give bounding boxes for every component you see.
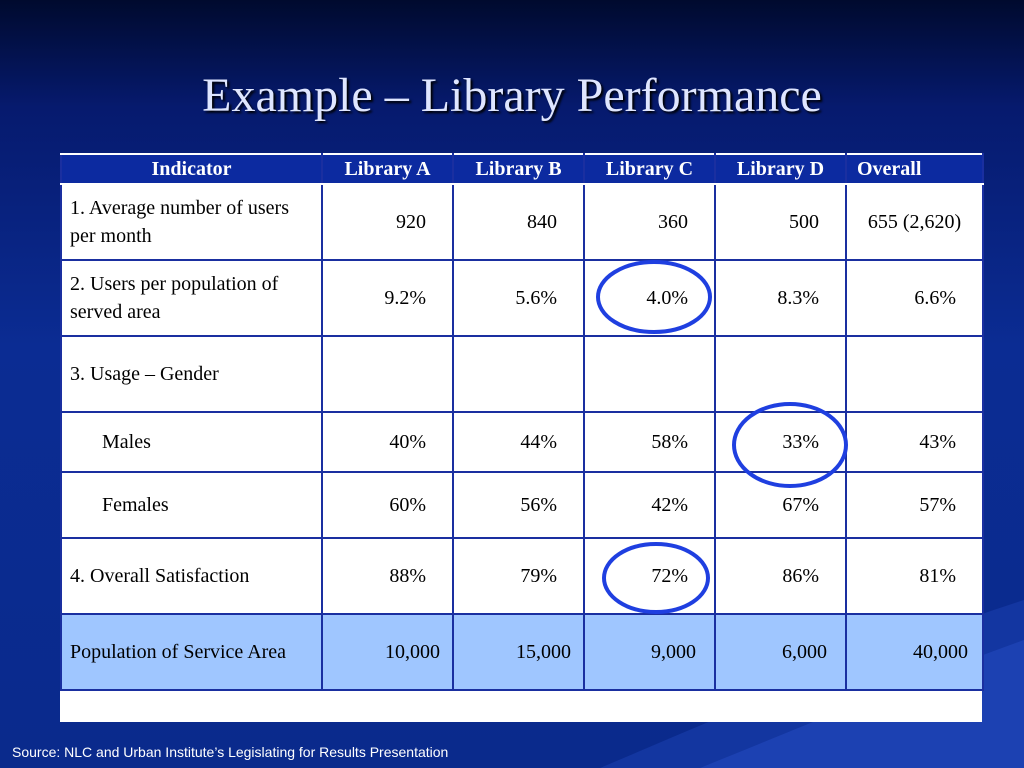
cell-library-d: 67% xyxy=(714,471,847,539)
cell-library-d: 500 xyxy=(714,183,847,261)
cell-library-c: 58% xyxy=(583,411,716,473)
cell-overall: 81% xyxy=(845,537,984,615)
table-row: 1. Average number of users per month 920… xyxy=(60,183,984,261)
cell-library-b xyxy=(452,335,585,413)
cell-library-a: 60% xyxy=(321,471,454,539)
cell-overall: 57% xyxy=(845,471,984,539)
table-header-row: Indicator Library A Library B Library C … xyxy=(60,153,984,185)
cell-library-a: 920 xyxy=(321,183,454,261)
cell-library-b: 15,000 xyxy=(452,613,585,691)
header-indicator: Indicator xyxy=(60,153,323,185)
cell-overall: 6.6% xyxy=(845,259,984,337)
cell-library-c: 4.0% xyxy=(583,259,716,337)
cell-library-c: 42% xyxy=(583,471,716,539)
cell-library-d: 6,000 xyxy=(714,613,847,691)
slide-title: Example – Library Performance xyxy=(202,69,822,122)
row-label: Males xyxy=(60,411,323,473)
cell-library-a: 88% xyxy=(321,537,454,615)
cell-library-a: 9.2% xyxy=(321,259,454,337)
table-row: 3. Usage – Gender xyxy=(60,335,984,413)
source-caption: Source: NLC and Urban Institute’s Legisl… xyxy=(12,744,449,760)
cell-overall: 40,000 xyxy=(845,613,984,691)
cell-library-d: 8.3% xyxy=(714,259,847,337)
cell-library-b: 56% xyxy=(452,471,585,539)
row-label: Females xyxy=(60,471,323,539)
table-row: Males 40% 44% 58% 33% 43% xyxy=(60,411,984,473)
row-label: 2. Users per population of served area xyxy=(60,259,323,337)
cell-library-d xyxy=(714,335,847,413)
header-library-c: Library C xyxy=(583,153,716,185)
cell-library-c: 9,000 xyxy=(583,613,716,691)
row-label: 3. Usage – Gender xyxy=(60,335,323,413)
row-label: Population of Service Area xyxy=(60,613,323,691)
table-row-population: Population of Service Area 10,000 15,000… xyxy=(60,613,984,691)
cell-library-b: 79% xyxy=(452,537,585,615)
cell-library-a xyxy=(321,335,454,413)
cell-library-d: 33% xyxy=(714,411,847,473)
cell-library-b: 44% xyxy=(452,411,585,473)
cell-library-d: 86% xyxy=(714,537,847,615)
header-library-d: Library D xyxy=(714,153,847,185)
cell-library-a: 10,000 xyxy=(321,613,454,691)
cell-library-a: 40% xyxy=(321,411,454,473)
table-row: 4. Overall Satisfaction 88% 79% 72% 86% … xyxy=(60,537,984,615)
cell-overall: 655 (2,620) xyxy=(845,183,984,261)
cell-library-b: 840 xyxy=(452,183,585,261)
cell-library-c xyxy=(583,335,716,413)
performance-table: Indicator Library A Library B Library C … xyxy=(60,153,984,691)
cell-library-c: 360 xyxy=(583,183,716,261)
row-label: 1. Average number of users per month xyxy=(60,183,323,261)
table-row: Females 60% 56% 42% 67% 57% xyxy=(60,471,984,539)
header-library-b: Library B xyxy=(452,153,585,185)
cell-overall xyxy=(845,335,984,413)
row-label: 4. Overall Satisfaction xyxy=(60,537,323,615)
table-row: 2. Users per population of served area 9… xyxy=(60,259,984,337)
performance-table-container: Indicator Library A Library B Library C … xyxy=(60,153,984,722)
cell-overall: 43% xyxy=(845,411,984,473)
cell-library-c: 72% xyxy=(583,537,716,615)
header-overall: Overall xyxy=(845,153,984,185)
cell-library-b: 5.6% xyxy=(452,259,585,337)
header-library-a: Library A xyxy=(321,153,454,185)
